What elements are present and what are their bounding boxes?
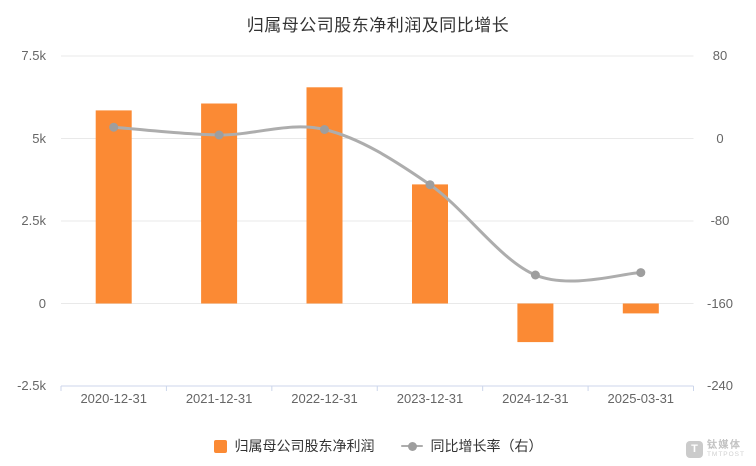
watermark-subtitle: TMTPOST xyxy=(706,450,745,458)
watermark-name: 钛媒体 xyxy=(706,439,742,451)
x-axis-label: 2022-12-31 xyxy=(291,391,358,406)
bar-2022-12-31[interactable] xyxy=(306,87,343,304)
x-axis-label: 2023-12-31 xyxy=(396,391,464,406)
y-axis-right-label: 0 xyxy=(716,130,724,146)
y-axis-right-label: -240 xyxy=(706,378,734,393)
y-axis-right-label: -80 xyxy=(710,213,730,228)
legend-item-net-profit[interactable]: 归属母公司股东净利润 xyxy=(213,436,375,456)
watermark: T 钛媒体 TMTPOST xyxy=(685,439,745,459)
bar-series-swatch-icon xyxy=(213,439,227,453)
growth-point-2024-12-31[interactable] xyxy=(530,270,540,280)
x-axis-label: 2020-12-31 xyxy=(80,391,147,406)
y-axis-left-label: 5k xyxy=(32,130,46,146)
bar-2020-12-31[interactable] xyxy=(95,110,132,304)
growth-point-2023-12-31[interactable] xyxy=(425,180,435,190)
growth-point-2020-12-31[interactable] xyxy=(109,122,119,132)
legend: 归属母公司股东净利润 同比增长率（右） xyxy=(0,436,756,456)
x-axis-label: 2025-03-31 xyxy=(607,391,675,406)
watermark-text: 钛媒体 TMTPOST xyxy=(706,439,745,459)
y-axis-left-label: 2.5k xyxy=(21,213,46,228)
chart-title: 归属母公司股东净利润及同比增长 xyxy=(246,16,510,35)
y-axis-right-label: -160 xyxy=(706,295,734,311)
y-axis-left-label: 0 xyxy=(38,295,46,311)
y-axis-left-label: 7.5k xyxy=(21,48,46,63)
x-axis-label: 2024-12-31 xyxy=(502,391,569,406)
line-series-swatch-icon xyxy=(400,441,423,451)
growth-line xyxy=(113,125,641,283)
growth-point-2025-03-31[interactable] xyxy=(636,268,646,278)
legend-item-growth-rate[interactable]: 同比增长率（右） xyxy=(400,436,543,456)
legend-label-growth-rate: 同比增长率（右） xyxy=(430,438,543,454)
y-axis-left-label: -2.5k xyxy=(17,378,46,393)
x-axis-label: 2021-12-31 xyxy=(185,391,253,406)
y-axis-right-label: 80 xyxy=(712,48,728,63)
tmtpost-logo-icon: T xyxy=(685,440,703,458)
bar-2023-12-31[interactable] xyxy=(412,184,448,304)
bar-2025-03-31[interactable] xyxy=(622,303,659,314)
bar-2024-12-31[interactable] xyxy=(517,303,554,343)
legend-label-net-profit: 归属母公司股东净利润 xyxy=(234,438,375,454)
growth-point-2021-12-31[interactable] xyxy=(214,130,224,140)
growth-point-2022-12-31[interactable] xyxy=(320,125,329,134)
